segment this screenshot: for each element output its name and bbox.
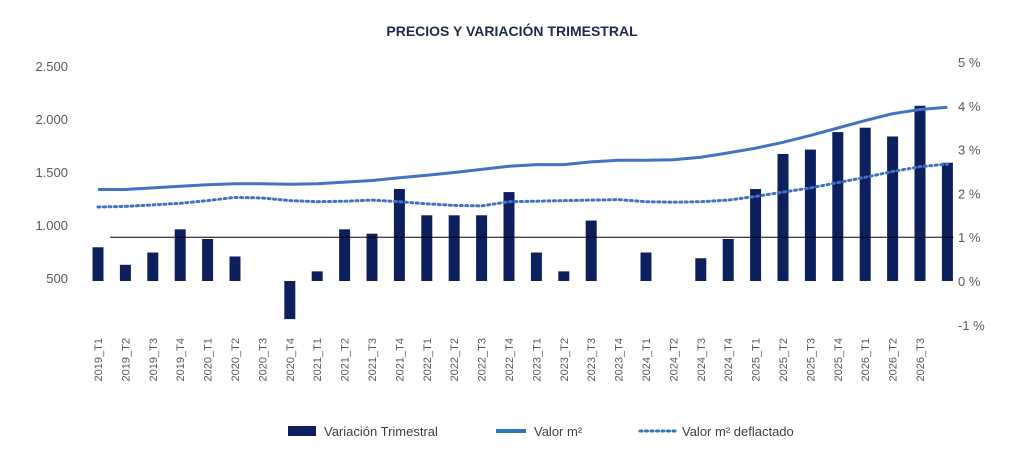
bar [421, 215, 433, 281]
bar [366, 233, 378, 281]
x-tick-label: 2026_T1 [860, 338, 872, 381]
right-tick-label: 0 % [958, 274, 981, 289]
bar [804, 149, 816, 281]
bar [284, 281, 296, 320]
legend: Variación Trimestral Valor m² Valor m² def… [288, 424, 794, 439]
bar [229, 256, 241, 281]
bar [92, 247, 104, 281]
x-tick-label: 2019_T2 [120, 338, 132, 381]
right-tick-label: 4 % [958, 99, 981, 114]
x-tick-label: 2020_T2 [230, 338, 242, 381]
left-tick-label: 2.500 [35, 59, 68, 74]
bar [722, 238, 734, 281]
x-tick-label: 2019_T1 [93, 338, 105, 381]
x-tick-label: 2019_T4 [175, 338, 187, 381]
left-tick-label: 2.000 [35, 112, 68, 127]
bar [393, 189, 405, 281]
bar [119, 264, 131, 281]
bar [202, 238, 214, 281]
x-tick-label: 2021_T1 [312, 338, 324, 381]
left-tick-label: 1.500 [35, 165, 68, 180]
x-tick-label: 2022_T4 [504, 338, 516, 381]
bar [777, 153, 789, 281]
bar [311, 271, 323, 281]
right-tick-label: -1 % [958, 318, 985, 333]
x-tick-label: 2024_T4 [723, 338, 735, 381]
x-tick-label: 2023_T3 [586, 338, 598, 381]
legend-label: Valor m² [534, 424, 583, 439]
x-tick-label: 2022_T1 [422, 338, 434, 381]
x-axis-ticks: 2019_T1 2019_T2 2019_T3 2019_T4 2020_T1 2020_… [93, 338, 927, 381]
x-tick-label: 2024_T2 [668, 338, 680, 381]
x-tick-label: 2019_T3 [148, 338, 160, 381]
x-tick-label: 2023_T1 [531, 338, 543, 381]
bar [750, 189, 762, 281]
x-tick-label: 2022_T2 [449, 338, 461, 381]
x-tick-label: 2025_T4 [833, 338, 845, 381]
bar [695, 258, 707, 281]
bar [640, 252, 652, 281]
bar-series [92, 105, 953, 320]
bar [585, 220, 597, 281]
x-tick-label: 2021_T3 [367, 338, 379, 381]
x-tick-label: 2026_T2 [888, 338, 900, 381]
chart-title: PRECIOS Y VARIACIÓN TRIMESTRAL [386, 22, 638, 39]
valor-m2-line [98, 105, 948, 191]
x-tick-label: 2023_T2 [559, 338, 571, 381]
valor-m2-deflactado-line [96, 162, 949, 209]
x-tick-label: 2025_T1 [751, 338, 763, 381]
x-tick-label: 2021_T4 [394, 338, 406, 381]
bar [147, 252, 159, 281]
x-tick-label: 2024_T1 [641, 338, 653, 381]
right-tick-label: 1 % [958, 230, 981, 245]
bar [914, 105, 926, 281]
right-axis-ticks: -1 % 0 % 1 % 2 % 3 % 4 % 5 % [958, 55, 985, 333]
bar [530, 252, 542, 281]
x-tick-label: 2020_T4 [285, 338, 297, 381]
left-axis-ticks: 500 1.000 1.500 2.000 2.500 [35, 59, 68, 286]
bar [174, 229, 186, 281]
bar [832, 132, 844, 281]
x-tick-label: 2024_T3 [696, 338, 708, 381]
legend-label: Variación Trimestral [324, 424, 438, 439]
x-tick-label: 2026_T3 [915, 338, 927, 381]
x-tick-label: 2021_T2 [340, 338, 352, 381]
x-tick-label: 2025_T3 [805, 338, 817, 381]
right-tick-label: 2 % [958, 186, 981, 201]
left-tick-label: 500 [46, 271, 68, 286]
x-tick-label: 2023_T4 [614, 338, 626, 381]
bar [859, 127, 871, 281]
bar [503, 192, 515, 281]
bar [887, 136, 899, 281]
bar [339, 229, 351, 281]
x-tick-label: 2025_T2 [778, 338, 790, 381]
x-tick-label: 2020_T3 [257, 338, 269, 381]
legend-label: Valor m² deflactado [682, 424, 794, 439]
x-tick-label: 2022_T3 [477, 338, 489, 381]
bar [448, 215, 460, 281]
bar [941, 162, 953, 281]
bar [476, 215, 488, 281]
legend-swatch-bar [288, 426, 316, 436]
bar [558, 271, 570, 281]
right-tick-label: 3 % [958, 143, 981, 158]
right-tick-label: 5 % [958, 55, 981, 70]
x-tick-label: 2020_T1 [203, 338, 215, 381]
left-tick-label: 1.000 [35, 218, 68, 233]
